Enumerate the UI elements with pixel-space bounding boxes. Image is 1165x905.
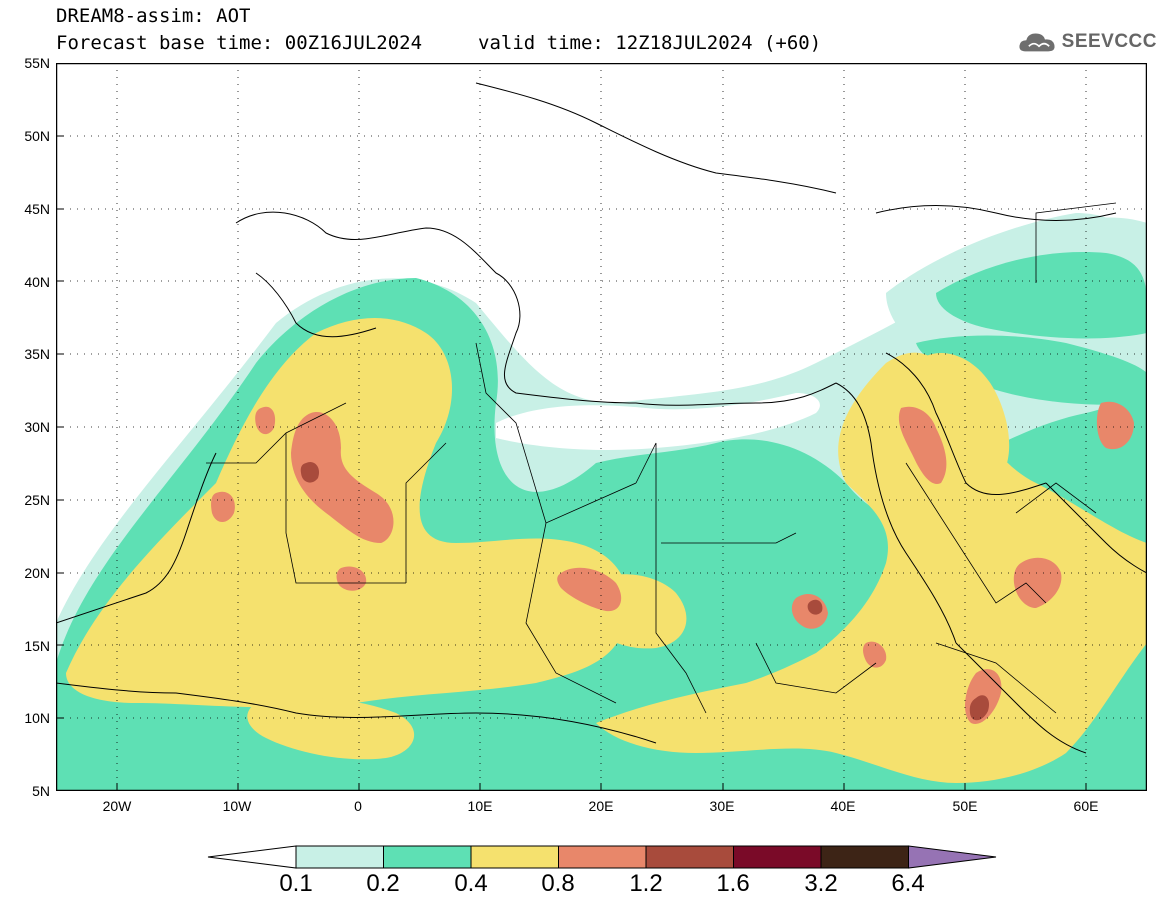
lon-tick-label: 10E [467, 798, 493, 814]
graticule [56, 63, 1147, 791]
colorbar-label: 0.2 [366, 870, 400, 897]
cloud-icon [1019, 33, 1055, 52]
colorbar-label: 6.4 [891, 870, 925, 897]
colorbar-cell [383, 845, 472, 869]
map-title: DREAM8-assim: AOT [56, 5, 251, 27]
colorbar-cell [645, 845, 734, 869]
colorbar-label: 1.2 [629, 870, 663, 897]
valid-time: valid time: 12Z18JUL2024 (+60) [478, 32, 822, 54]
lat-tick-label: 50N [24, 128, 50, 144]
colorbar-label: 0.1 [279, 870, 313, 897]
forecast-base-time: Forecast base time: 00Z16JUL2024 [56, 32, 423, 54]
lat-tick-label: 30N [24, 419, 50, 435]
lon-tick-label: 10W [222, 798, 252, 814]
colorbar-under-arrow [207, 845, 297, 869]
aot-clear-patch [496, 393, 820, 450]
colorbar-cell [733, 845, 822, 869]
lon-tick-label: 60E [1073, 798, 1099, 814]
lon-tick-label: 20W [102, 798, 132, 814]
lon-tick-label: 0 [354, 798, 362, 814]
lat-tick-label: 40N [24, 274, 50, 290]
lat-tick-label: 55N [24, 55, 50, 71]
colorbar-label: 0.8 [541, 870, 575, 897]
lon-tick-label: 50E [952, 798, 978, 814]
lat-tick-label: 5N [32, 783, 50, 799]
colorbar-cell [470, 845, 559, 869]
logo-text: SEEVCCC [1061, 31, 1157, 52]
lat-tick-label: 10N [24, 710, 50, 726]
aot-level-1.2 [300, 461, 990, 721]
colorbar-label: 1.6 [716, 870, 750, 897]
lat-tick-label: 15N [24, 638, 50, 654]
country-borders [206, 202, 1117, 714]
lon-tick-label: 40E [830, 798, 856, 814]
colorbar-over-arrow [908, 845, 997, 869]
lon-tick-label: 30E [709, 798, 735, 814]
lat-tick-label: 20N [24, 565, 50, 581]
map-border [56, 63, 1147, 791]
lat-tick-label: 45N [24, 201, 50, 217]
aot-map [56, 63, 1147, 791]
aot-level-0.8 [211, 401, 1134, 724]
coastlines [56, 82, 1147, 754]
lat-tick-label: 35N [24, 346, 50, 362]
lat-tick-label: 25N [24, 492, 50, 508]
colorbar-cell [820, 845, 909, 869]
seevccc-logo: SEEVCCC [1017, 22, 1157, 62]
colorbar-label: 0.4 [454, 870, 488, 897]
lon-tick-label: 20E [588, 798, 614, 814]
colorbar-cell [295, 845, 384, 869]
colorbar-cell [558, 845, 647, 869]
axis-ticks [56, 135, 1087, 791]
colorbar-label: 3.2 [804, 870, 838, 897]
colorbar [207, 845, 997, 869]
